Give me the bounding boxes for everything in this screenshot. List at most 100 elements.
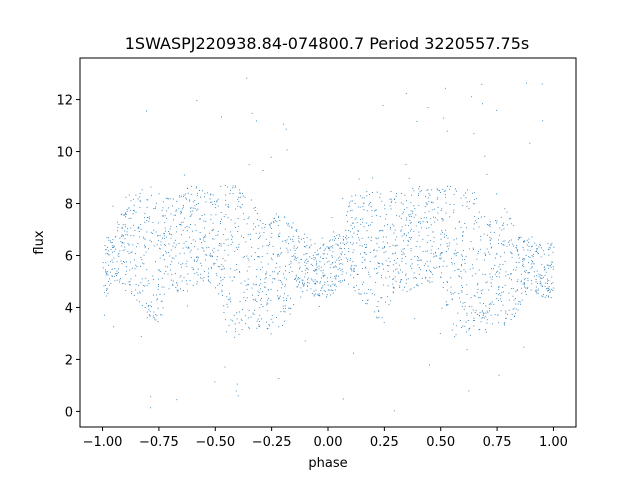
data-point <box>505 312 507 314</box>
data-point <box>146 220 148 221</box>
data-point <box>288 236 290 238</box>
data-point <box>244 315 246 317</box>
data-point <box>106 270 108 272</box>
data-point <box>169 232 170 234</box>
data-point <box>159 271 161 272</box>
data-point <box>378 266 380 268</box>
data-point <box>545 271 547 273</box>
data-point <box>315 269 317 271</box>
data-point <box>146 311 148 313</box>
data-point <box>279 297 280 299</box>
data-point <box>494 314 496 316</box>
data-point <box>176 200 178 202</box>
data-point <box>347 230 349 231</box>
data-point <box>141 278 143 280</box>
data-point <box>348 248 350 250</box>
data-point <box>196 209 198 211</box>
data-point <box>313 257 315 259</box>
data-point <box>189 251 191 253</box>
data-point <box>516 266 518 268</box>
data-point <box>429 269 430 271</box>
data-point <box>278 378 280 379</box>
data-point <box>149 310 151 312</box>
data-point <box>354 218 356 220</box>
data-point <box>258 256 260 257</box>
data-point <box>441 218 443 220</box>
data-point <box>247 278 249 280</box>
data-point <box>439 254 441 256</box>
data-point <box>280 253 282 255</box>
data-point <box>395 245 397 247</box>
data-point <box>442 287 444 288</box>
data-point <box>447 304 449 305</box>
data-point <box>537 293 539 295</box>
data-point <box>240 192 242 194</box>
data-point <box>121 263 123 265</box>
data-point <box>433 266 435 268</box>
data-point <box>136 266 138 268</box>
data-point <box>221 285 223 286</box>
data-point <box>521 299 523 301</box>
data-point <box>399 282 401 284</box>
data-point <box>322 274 324 276</box>
data-point <box>502 240 504 242</box>
data-point <box>267 289 269 291</box>
data-point <box>394 229 396 231</box>
data-point <box>458 268 460 270</box>
data-point <box>315 257 317 259</box>
data-point <box>314 243 316 245</box>
data-point <box>200 218 201 220</box>
data-point <box>177 284 178 286</box>
data-point <box>237 205 239 207</box>
data-point <box>370 240 372 242</box>
data-point <box>147 305 149 306</box>
data-point <box>531 255 533 257</box>
data-point <box>304 261 306 263</box>
data-point <box>242 195 244 197</box>
data-point <box>383 236 384 238</box>
data-point <box>287 249 289 251</box>
data-point <box>376 273 378 275</box>
data-point <box>313 283 315 285</box>
data-point <box>418 186 420 187</box>
data-point <box>516 249 518 251</box>
data-point <box>145 246 146 247</box>
data-point <box>462 325 464 327</box>
data-point <box>419 191 421 193</box>
data-point <box>181 234 182 236</box>
data-point <box>346 238 348 240</box>
data-point <box>455 325 457 327</box>
data-point <box>341 254 343 256</box>
data-point <box>175 272 177 274</box>
data-point <box>530 289 532 291</box>
data-point <box>157 321 159 322</box>
data-point <box>437 206 439 208</box>
data-point <box>267 263 269 265</box>
data-point <box>466 314 468 316</box>
data-point <box>374 294 376 296</box>
data-point <box>536 275 538 277</box>
data-point <box>378 263 380 265</box>
data-point <box>357 230 359 231</box>
data-point <box>489 253 491 255</box>
data-point <box>121 228 123 230</box>
data-point <box>124 212 126 214</box>
data-point <box>226 186 228 188</box>
data-point <box>420 223 421 225</box>
data-point <box>262 222 264 224</box>
data-point <box>429 282 431 284</box>
data-point <box>454 227 456 229</box>
data-point <box>180 275 182 277</box>
data-point <box>252 299 254 301</box>
data-point <box>283 273 284 275</box>
data-point <box>309 246 311 248</box>
data-point <box>331 217 333 219</box>
data-point <box>440 191 441 193</box>
data-point <box>107 292 109 294</box>
data-point <box>272 254 274 255</box>
data-point <box>331 255 333 257</box>
data-point <box>155 314 157 315</box>
data-point <box>242 213 244 215</box>
data-point <box>227 204 229 206</box>
data-point <box>478 297 479 299</box>
